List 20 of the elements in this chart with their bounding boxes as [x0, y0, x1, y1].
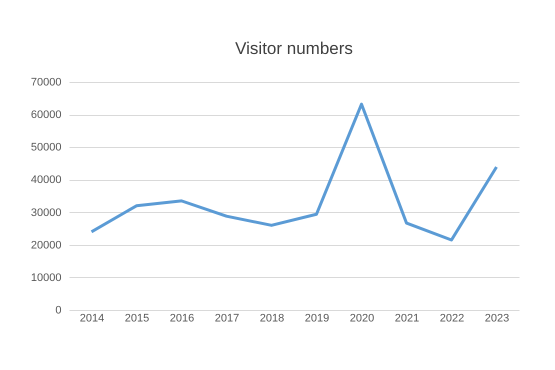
- x-tick-label: 2018: [260, 312, 284, 324]
- x-tick-label: 2021: [394, 312, 420, 324]
- x-tick-label: 2023: [484, 312, 510, 324]
- y-tick-label: 70000: [30, 76, 62, 88]
- x-tick-label: 2015: [124, 312, 150, 324]
- x-tick-label: 2022: [440, 312, 464, 324]
- y-tick-label: 50000: [30, 142, 62, 154]
- x-tick-label: 2020: [350, 312, 374, 324]
- x-tick-label: 2014: [80, 312, 104, 324]
- y-tick-label: 30000: [30, 206, 62, 219]
- y-tick-label: 0: [55, 304, 62, 316]
- chart-title: Visitor numbers: [235, 39, 353, 58]
- y-tick-label: 60000: [30, 109, 62, 122]
- x-tick-label: 2019: [304, 312, 330, 324]
- line-series: [90, 102, 498, 242]
- x-tick-label: 2017: [214, 312, 240, 324]
- x-tick-label: 2016: [170, 312, 194, 324]
- y-tick-label: 40000: [30, 174, 62, 186]
- y-tick-label: 10000: [30, 272, 62, 284]
- y-tick-label: 20000: [30, 239, 62, 252]
